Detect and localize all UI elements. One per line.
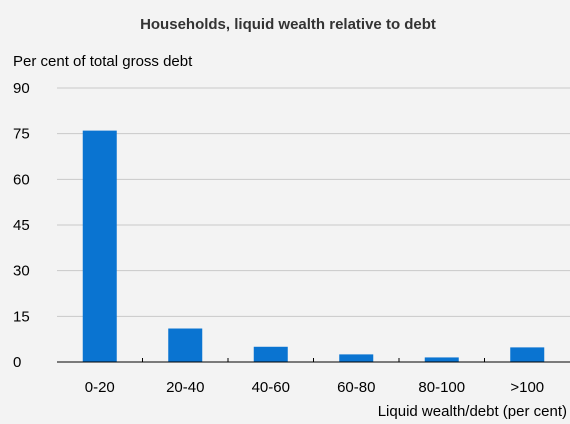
gridlines: [57, 87, 570, 317]
bar: [510, 347, 545, 362]
chart-title: Households, liquid wealth relative to de…: [140, 16, 436, 33]
y-axis-label: Per cent of total gross debt: [13, 53, 193, 70]
x-axis-ticks: 0-20 20-40 40-60 60-80 80-100 >100: [85, 379, 544, 396]
x-tick-label: 80-100: [418, 379, 465, 396]
bar: [424, 357, 459, 362]
y-tick-label: 75: [13, 126, 30, 143]
bar: [168, 328, 203, 362]
y-tick-label: 0: [13, 354, 21, 371]
y-tick-label: 45: [13, 217, 30, 234]
x-tick-label: >100: [510, 379, 544, 396]
x-axis: [57, 358, 570, 363]
bar: [253, 346, 288, 362]
x-tick-label: 0-20: [85, 379, 115, 396]
bar: [82, 130, 117, 362]
x-tick-label: 40-60: [252, 379, 290, 396]
y-axis-ticks: 0 15 30 45 60 75 90: [13, 80, 30, 371]
x-tick-label: 20-40: [166, 379, 204, 396]
bars: [82, 130, 545, 362]
y-tick-label: 30: [13, 263, 30, 280]
y-tick-label: 90: [13, 80, 30, 97]
bar: [339, 354, 374, 362]
y-tick-label: 15: [13, 308, 30, 325]
x-axis-label: Liquid wealth/debt (per cent): [378, 403, 567, 420]
x-tick-label: 60-80: [337, 379, 375, 396]
y-tick-label: 60: [13, 171, 30, 188]
